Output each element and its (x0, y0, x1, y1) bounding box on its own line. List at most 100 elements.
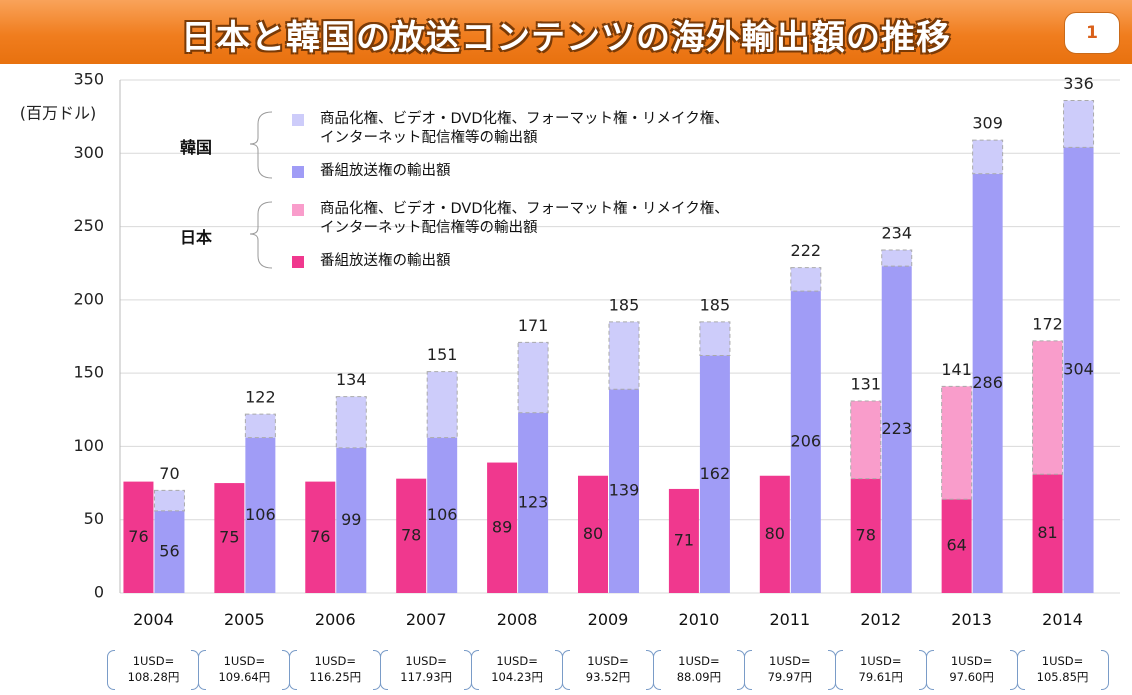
data-label: 75 (219, 528, 239, 547)
bar-segment (881, 249, 913, 267)
bar-segment (668, 488, 699, 593)
bar-segment (850, 400, 882, 480)
exchange-rate: 1USD= 105.85円 (1016, 650, 1109, 690)
total-label: 171 (518, 316, 549, 335)
exchange-rate: 1USD= 88.09円 (652, 650, 745, 690)
bar-segment (214, 483, 245, 593)
data-label: 106 (427, 505, 458, 524)
total-label: 151 (427, 345, 458, 364)
data-label: 304 (1063, 360, 1094, 379)
legend-label: 商品化権、ビデオ・DVD化権、フォーマット権・リメイク権、 インターネット配信権… (320, 111, 729, 146)
legend-label: 番組放送権の輸出額 (320, 163, 451, 179)
exchange-rate: 1USD= 79.97円 (743, 650, 836, 690)
data-label: 89 (492, 517, 512, 536)
exchange-rate: 1USD= 97.60円 (925, 650, 1018, 690)
total-label: 234 (881, 224, 912, 243)
bar-segment (941, 499, 972, 593)
x-tick-label: 2006 (314, 610, 356, 629)
data-label: 71 (674, 530, 694, 549)
legend-label: 番組放送権の輸出額 (320, 253, 451, 269)
data-label: 78 (401, 525, 421, 544)
bar-segment (427, 437, 458, 593)
bar-segment (517, 341, 549, 414)
bar-segment (881, 266, 912, 593)
y-tick-label: 50 (84, 509, 104, 528)
total-label: 185 (700, 295, 731, 314)
bar-segment (1032, 340, 1064, 475)
x-tick-label: 2008 (496, 610, 538, 629)
total-label: 336 (1063, 74, 1094, 93)
legend-swatch (292, 256, 304, 268)
data-label: 80 (583, 524, 603, 543)
bar-segment (972, 139, 1004, 175)
data-label: 56 (159, 541, 179, 560)
x-tick-label: 2010 (678, 610, 720, 629)
data-label: 139 (609, 481, 640, 500)
data-label: 123 (518, 492, 549, 511)
bar-segment (335, 396, 367, 449)
bar-segment (244, 413, 276, 439)
bar-segment (487, 462, 518, 593)
y-tick-label: 150 (73, 363, 104, 382)
x-tick-label: 2014 (1042, 610, 1083, 629)
bar-segment (336, 447, 367, 593)
x-tick-label: 2007 (405, 610, 447, 629)
data-label: 99 (341, 510, 361, 529)
data-label: 80 (765, 524, 785, 543)
total-label: 309 (972, 114, 1003, 133)
legend-group: 日本 (180, 228, 213, 247)
legend-group: 韓国 (180, 138, 213, 157)
data-label: 64 (946, 536, 966, 555)
x-tick-label: 2011 (769, 610, 811, 629)
bar-segment (154, 510, 185, 593)
data-label: 76 (310, 527, 330, 546)
bar-segment (699, 355, 730, 593)
exchange-rate: 1USD= 117.93円 (380, 650, 473, 690)
total-label: 134 (336, 370, 367, 389)
exchange-rate: 1USD= 79.61円 (834, 650, 927, 690)
chart-title: 日本と韓国の放送コンテンツの海外輸出額の推移 (181, 18, 951, 58)
bar-segment (790, 291, 821, 593)
y-axis-label: (百万ドル) (20, 104, 97, 123)
y-tick-label: 350 (73, 70, 104, 89)
legend-swatch (292, 204, 304, 216)
total-label: 70 (159, 464, 179, 483)
bar-segment (396, 478, 427, 593)
data-label: 81 (1037, 523, 1057, 542)
exchange-rate: 1USD= 104.23円 (471, 650, 564, 690)
bar-segment (578, 475, 608, 593)
bar-segment (123, 481, 154, 593)
exchange-rate: 1USD= 116.25円 (289, 650, 382, 690)
legend-swatch (292, 114, 304, 126)
bar-segment (609, 389, 639, 593)
bar-segment (608, 321, 640, 390)
legend-brace (249, 111, 273, 179)
exchange-rate: 1USD= 108.28円 (107, 650, 200, 690)
bar-segment (790, 267, 822, 292)
y-tick-label: 300 (73, 143, 104, 162)
bar-segment (1063, 100, 1095, 148)
total-label: 172 (1032, 314, 1063, 333)
bar-segment (153, 489, 185, 512)
total-label: 131 (850, 374, 881, 393)
total-label: 122 (245, 388, 276, 407)
bar-segment (426, 371, 458, 439)
data-label: 223 (881, 419, 912, 438)
total-label: 185 (609, 295, 640, 314)
total-label: 141 (941, 360, 972, 379)
total-label: 222 (791, 241, 822, 260)
y-tick-label: 100 (73, 436, 104, 455)
bar-segment (699, 321, 731, 357)
bar-segment (759, 475, 790, 593)
data-label: 78 (856, 525, 876, 544)
x-tick-label: 2004 (133, 610, 174, 629)
data-label: 286 (972, 373, 1003, 392)
x-tick-label: 2013 (951, 610, 992, 629)
data-label: 206 (791, 432, 822, 451)
bar-segment (305, 481, 336, 593)
y-tick-label: 0 (94, 583, 104, 602)
legend-label: 商品化権、ビデオ・DVD化権、フォーマット権・リメイク権、 インターネット配信権… (320, 201, 729, 236)
x-tick-label: 2005 (224, 610, 265, 629)
